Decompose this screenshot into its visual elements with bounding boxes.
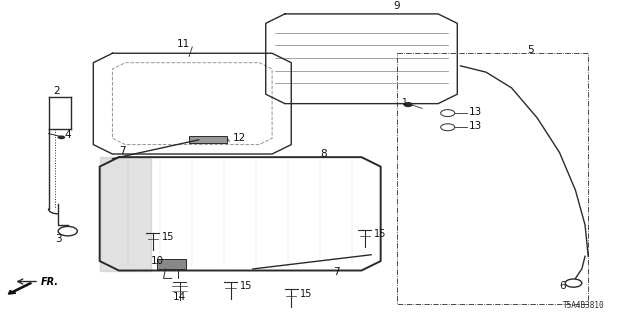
Text: 7: 7 <box>119 146 125 156</box>
FancyArrow shape <box>8 283 31 294</box>
Text: 15: 15 <box>374 229 386 239</box>
Text: 6: 6 <box>559 281 566 291</box>
Text: 15: 15 <box>300 289 312 299</box>
Text: 15: 15 <box>239 281 252 291</box>
Text: 13: 13 <box>468 107 482 116</box>
Text: 12: 12 <box>232 133 246 143</box>
Text: 1: 1 <box>402 98 408 107</box>
Circle shape <box>404 103 412 107</box>
Text: 5: 5 <box>527 45 534 55</box>
Circle shape <box>58 135 65 139</box>
Text: T5A4B3810: T5A4B3810 <box>563 301 604 310</box>
Text: 10: 10 <box>151 256 164 266</box>
Text: 3: 3 <box>55 234 61 244</box>
Text: 13: 13 <box>468 121 482 131</box>
Text: 8: 8 <box>320 149 326 159</box>
Text: 11: 11 <box>176 39 189 49</box>
Polygon shape <box>100 157 151 270</box>
Bar <box>157 259 186 269</box>
Bar <box>189 136 227 143</box>
Text: 15: 15 <box>162 232 174 243</box>
Text: 7: 7 <box>333 267 339 277</box>
Text: 2: 2 <box>53 86 60 96</box>
Text: 4: 4 <box>65 130 71 140</box>
Text: 9: 9 <box>394 1 400 11</box>
Text: 14: 14 <box>173 292 186 302</box>
Text: FR.: FR. <box>41 276 59 286</box>
